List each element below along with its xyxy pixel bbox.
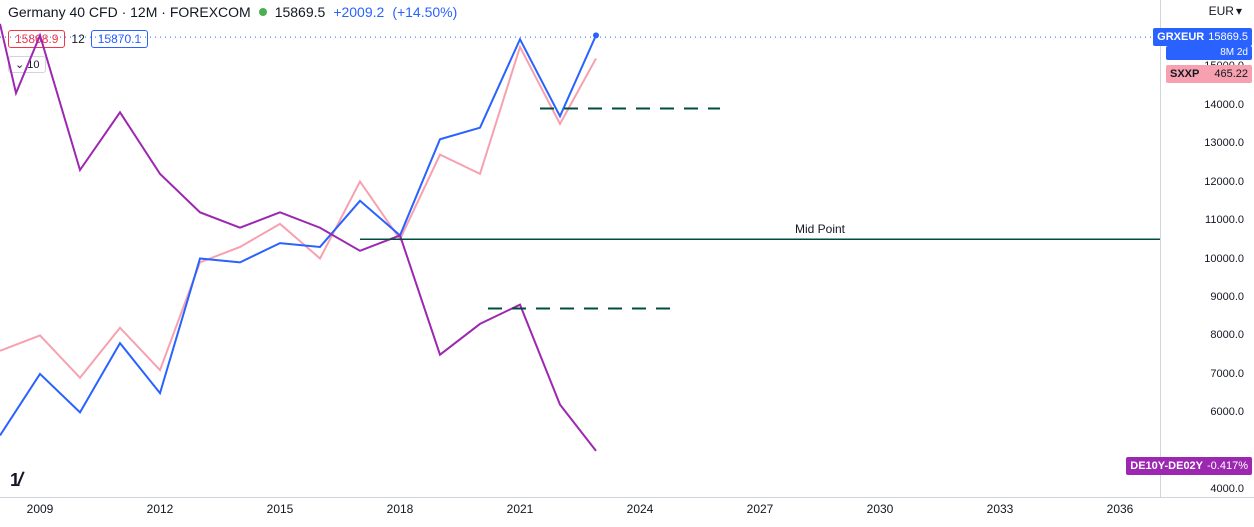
y-tick: 4000.0 — [1210, 483, 1244, 495]
x-tick: 2024 — [627, 502, 654, 516]
tradingview-logo: 1/ — [10, 470, 21, 491]
y-tick: 8000.0 — [1210, 329, 1244, 341]
price-tag-grxeur[interactable]: GRXEUR15869.5 — [1153, 28, 1252, 46]
y-tick: 6000.0 — [1210, 406, 1244, 418]
price-tag-de10y-de02y[interactable]: DE10Y-DE02Y-0.417% — [1126, 457, 1252, 475]
y-tick: 13000.0 — [1204, 137, 1244, 149]
x-tick: 2030 — [867, 502, 894, 516]
x-tick: 2015 — [267, 502, 294, 516]
y-tick: 11000.0 — [1205, 214, 1244, 226]
y-tick: 10000.0 — [1204, 253, 1244, 265]
x-tick: 2021 — [507, 502, 534, 516]
x-tick: 2036 — [1107, 502, 1134, 516]
y-tick: 9000.0 — [1210, 291, 1244, 303]
x-tick: 2033 — [987, 502, 1014, 516]
x-tick: 2027 — [747, 502, 774, 516]
y-tick: 12000.0 — [1204, 176, 1244, 188]
x-tick: 2012 — [147, 502, 174, 516]
midpoint-label: Mid Point — [795, 222, 845, 236]
x-tick: 2009 — [27, 502, 54, 516]
x-axis-line — [0, 497, 1254, 498]
price-tag-sxxp[interactable]: SXXP465.22 — [1166, 65, 1252, 83]
chart-plot[interactable] — [0, 0, 1160, 497]
y-tick: 14000.0 — [1204, 99, 1244, 111]
x-tick: 2018 — [387, 502, 414, 516]
price-tag-sub: 8M 2d — [1166, 46, 1252, 60]
y-tick: 7000.0 — [1210, 368, 1244, 380]
